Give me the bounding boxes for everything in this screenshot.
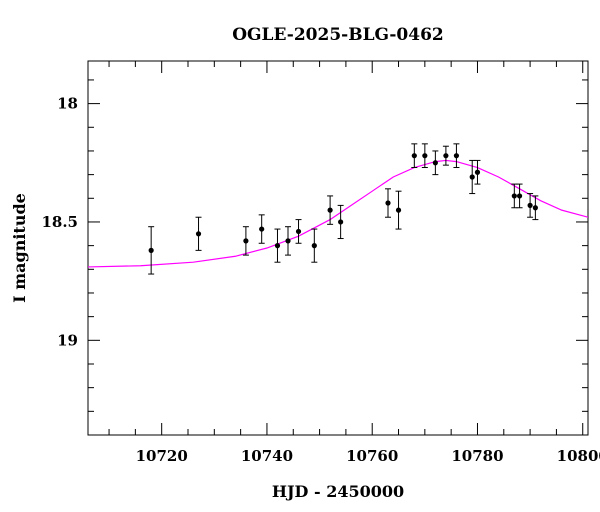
- data-point: [311, 243, 317, 249]
- data-point: [532, 205, 538, 211]
- data-point: [285, 238, 291, 244]
- data-point: [469, 174, 475, 180]
- data-point: [453, 153, 460, 159]
- data-point: [411, 153, 417, 159]
- chart-title: OGLE-2025-BLG-0462: [232, 25, 444, 45]
- data-point: [338, 219, 344, 225]
- data-point: [443, 153, 449, 159]
- data-point: [527, 202, 533, 208]
- x-axis-label: HJD - 2450000: [272, 482, 404, 501]
- data-point: [148, 247, 154, 253]
- data-point: [259, 226, 265, 232]
- y-axis-label: I magnitude: [10, 193, 29, 303]
- data-point: [195, 231, 202, 237]
- x-tick-label: 10760: [346, 447, 398, 465]
- data-point: [243, 238, 249, 244]
- x-tick-label: 10780: [451, 447, 503, 465]
- x-tick-label: 10740: [241, 447, 293, 465]
- plot-area: 10720 10740 10760 10780 10800 18 18.5 19: [41, 60, 600, 465]
- data-point: [274, 243, 281, 249]
- data-point: [432, 160, 438, 166]
- y-tick-label: 18: [57, 95, 78, 113]
- model-curve: [88, 159, 588, 268]
- data-point: [511, 193, 517, 199]
- data-point: [395, 207, 402, 213]
- data-point: [327, 207, 333, 213]
- data-point: [516, 193, 523, 199]
- data-point: [474, 169, 481, 175]
- x-tick-label: 10800: [557, 447, 600, 465]
- x-tick-label: 10720: [136, 447, 188, 465]
- y-tick-label: 19: [57, 331, 78, 349]
- data-point: [295, 228, 302, 235]
- y-tick-label: 18.5: [41, 213, 78, 231]
- data-point: [422, 153, 428, 159]
- data-point: [385, 200, 391, 206]
- plot-frame: [87, 60, 589, 436]
